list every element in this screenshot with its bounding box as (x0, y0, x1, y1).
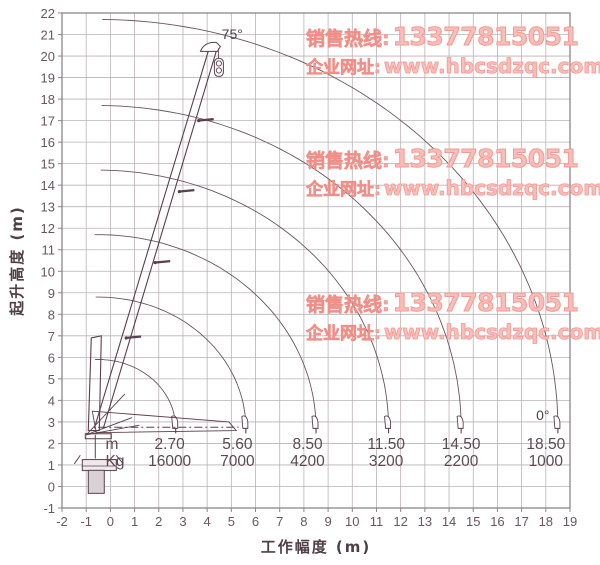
angle-annotation: 75° (222, 26, 243, 42)
load-radius-arc (94, 359, 177, 429)
x-tick-label: 9 (324, 514, 331, 529)
x-tick-label: -1 (80, 514, 92, 529)
y-tick-label: 13 (41, 200, 55, 215)
slewing-base (84, 433, 112, 440)
y-tick-label: 20 (41, 49, 55, 64)
y-axis-title: 起升高度 (m) (8, 205, 26, 317)
x-tick-label: 1 (131, 514, 138, 529)
y-tick-label: 5 (48, 372, 55, 387)
load-table-capacity-value: 16000 (148, 453, 191, 470)
x-tick-label: 12 (393, 514, 407, 529)
load-table-capacity-value: 2200 (444, 453, 479, 470)
y-tick-label: 7 (48, 329, 55, 344)
hook-block-marker (311, 415, 319, 429)
load-radius-arc (95, 296, 247, 429)
axis-frame (61, 12, 571, 509)
grid-lines (61, 12, 571, 509)
x-tick-label: 4 (204, 514, 211, 529)
y-tick-label: 17 (41, 114, 55, 129)
y-tick-label: 16 (41, 135, 55, 150)
x-tick-label: 6 (252, 514, 259, 529)
x-tick-label: 19 (563, 514, 577, 529)
x-tick-label: 16 (490, 514, 504, 529)
axis-titles: 工作幅度 (m) 起升高度 (m) (8, 205, 372, 556)
x-tick-label: 3 (179, 514, 186, 529)
y-tick-label: 10 (41, 264, 55, 279)
load-capacity-table: mKg 2.70 5.60 8.50 11.50 14.50 18.50 16000 7000 4… (106, 436, 566, 470)
angle-annotation: 0° (536, 407, 549, 423)
y-tick-label: 8 (48, 307, 55, 322)
load-table-reach-value: 11.50 (367, 436, 405, 453)
x-axis-title: 工作幅度 (m) (261, 538, 372, 556)
load-table-row-label: Kg (106, 453, 125, 470)
load-table-reach-value: 2.70 (155, 436, 186, 453)
x-tick-label: 13 (418, 514, 432, 529)
x-tick-label: 7 (276, 514, 283, 529)
load-table-capacity-value: 1000 (529, 453, 564, 470)
y-tick-label: 4 (48, 393, 55, 408)
hook-block-marker (553, 415, 561, 429)
y-tick-label: 19 (41, 71, 55, 86)
angle-annotations: 75° 0° (222, 26, 550, 423)
x-tick-label: 5 (228, 514, 235, 529)
outrigger-leg (87, 469, 105, 494)
load-table-reach-value: 8.50 (292, 436, 323, 453)
x-tick-label: 0 (107, 514, 114, 529)
y-tick-label: 3 (48, 415, 55, 430)
crane-column (87, 335, 102, 432)
y-tick-label: 18 (41, 92, 55, 107)
boom-section-joint (125, 335, 142, 340)
boom-section-joint (154, 260, 171, 264)
y-tick-label: 12 (41, 221, 55, 236)
load-radius-arc (102, 19, 559, 429)
x-tick-label: 18 (539, 514, 553, 529)
x-tick-label: -2 (56, 514, 68, 529)
hook-block-marker (456, 415, 464, 429)
y-tick-label: 11 (42, 243, 56, 258)
boom-inner-edge (102, 47, 218, 429)
y-tick-label: 2 (48, 436, 55, 451)
boom-section-joint (197, 118, 214, 122)
load-table-capacity-value: 3200 (369, 453, 404, 470)
x-tick-label: 17 (514, 514, 528, 529)
load-radius-arc (100, 169, 390, 429)
boom-outer-edge (93, 47, 210, 429)
load-table-capacity-value: 4200 (290, 453, 325, 470)
load-table-capacity-value: 7000 (220, 453, 255, 470)
y-tick-label: -1 (43, 501, 55, 516)
x-tick-label: 2 (155, 514, 162, 529)
y-tick-label: 22 (41, 6, 55, 21)
load-radius-arc (101, 105, 462, 429)
boom-head (199, 41, 222, 52)
crane-boom-illustration (73, 41, 239, 494)
y-tick-label: 0 (48, 479, 55, 494)
load-radius-arc (94, 234, 317, 429)
load-table-reach-value: 14.50 (442, 436, 481, 453)
x-tick-label: 11 (370, 514, 384, 529)
hook-block-marker (384, 415, 392, 429)
hook-block-marker (241, 415, 249, 429)
y-tick-label: 9 (48, 286, 55, 301)
y-tick-label: 21 (41, 28, 55, 43)
y-tick-label: 15 (41, 157, 55, 172)
y-tick-label: 6 (48, 350, 55, 365)
load-table-reach-value: 5.60 (222, 436, 253, 453)
load-table-reach-value: 18.50 (526, 436, 565, 453)
outrigger-arm (73, 454, 81, 465)
x-tick-label: 8 (300, 514, 307, 529)
x-tick-label: 15 (466, 514, 480, 529)
load-table-row-label: m (106, 436, 119, 453)
y-tick-label: 1 (48, 458, 55, 473)
axis-tick-labels: -2 -1 0 1 2 3 4 5 6 7 8 9 10 11 12 13 14 15 16 17 18 19-10123… (41, 6, 578, 529)
load-radius-curves (94, 19, 561, 434)
boom-section-joint (178, 189, 195, 193)
y-tick-label: 14 (41, 178, 55, 193)
x-tick-label: 10 (345, 514, 359, 529)
hook-block-marker (171, 415, 179, 429)
x-tick-label: 14 (442, 514, 456, 529)
